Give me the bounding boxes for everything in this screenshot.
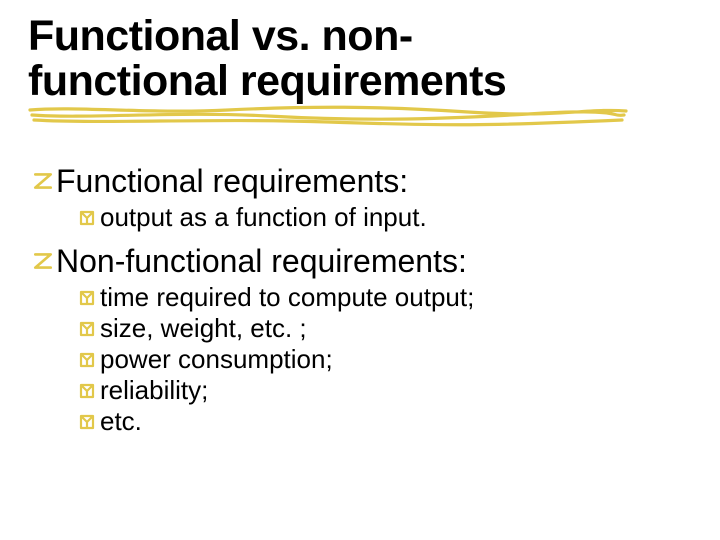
z-bullet-icon: [32, 170, 54, 192]
subbullet-time: time required to compute output;: [78, 282, 692, 313]
subbullet-label: output as a function of input.: [100, 202, 427, 233]
z-bullet-icon: [32, 250, 54, 272]
y-bullet-icon: [78, 289, 96, 307]
title-line-2: functional requirements: [28, 57, 506, 105]
title-underline-scribble: [28, 100, 628, 128]
subbullet-power: power consumption;: [78, 344, 692, 375]
bullet-nonfunctional: Non-functional requirements:: [32, 243, 692, 280]
subbullet-output: output as a function of input.: [78, 202, 692, 233]
subbullet-label: reliability;: [100, 375, 208, 406]
title-line-1: Functional vs. non-: [28, 12, 413, 60]
subbullet-label: power consumption;: [100, 344, 333, 375]
content-area: Functional requirements: output as a fun…: [28, 163, 692, 437]
bullet-label: Non-functional requirements:: [56, 243, 467, 280]
y-bullet-icon: [78, 320, 96, 338]
subbullets-functional: output as a function of input.: [32, 202, 692, 233]
bullet-functional: Functional requirements:: [32, 163, 692, 200]
subbullet-size: size, weight, etc. ;: [78, 313, 692, 344]
y-bullet-icon: [78, 209, 96, 227]
slide-title: Functional vs. non- functional requireme…: [28, 14, 692, 104]
slide: Functional vs. non- functional requireme…: [0, 0, 720, 540]
y-bullet-icon: [78, 351, 96, 369]
bullet-label: Functional requirements:: [56, 163, 408, 200]
subbullet-label: time required to compute output;: [100, 282, 474, 313]
subbullet-label: size, weight, etc. ;: [100, 313, 307, 344]
subbullet-etc: etc.: [78, 406, 692, 437]
y-bullet-icon: [78, 382, 96, 400]
y-bullet-icon: [78, 413, 96, 431]
subbullet-label: etc.: [100, 406, 142, 437]
subbullet-reliability: reliability;: [78, 375, 692, 406]
subbullets-nonfunctional: time required to compute output; size, w…: [32, 282, 692, 437]
